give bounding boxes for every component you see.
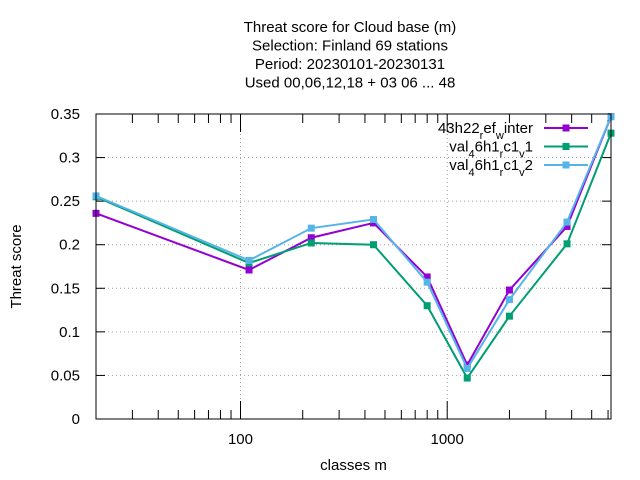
title-line-4: Used 00,06,12,18 + 03 06 ... 48 [245, 75, 456, 92]
data-point [307, 239, 315, 247]
y-tick-label: 0.1 [59, 324, 80, 341]
data-point [369, 215, 377, 223]
series-val_46h1_rc1_v1 [92, 129, 615, 382]
data-point [563, 218, 571, 226]
chart-title: Threat score for Cloud base (m) Selection… [244, 19, 457, 92]
y-tick-label: 0.05 [51, 367, 80, 384]
y-tick-label: 0.15 [51, 280, 80, 297]
y-tick-label: 0.3 [59, 150, 80, 167]
series-line [95, 116, 612, 368]
data-point [463, 374, 471, 382]
x-tick-label: 1000 [431, 431, 464, 448]
legend-label: val46h1rc1v2 [449, 157, 533, 179]
legend-label: 43h22refwinter [438, 120, 533, 142]
tick-labels: 0 0.05 0.1 0.15 0.2 0.25 0.3 0.35 100 1000 [51, 106, 464, 448]
y-tick-label: 0.25 [51, 193, 80, 210]
y-tick-label: 0.35 [51, 106, 80, 123]
y-tick-label: 0.2 [59, 237, 80, 254]
data-point [307, 224, 315, 232]
data-point [505, 286, 513, 294]
data-point [463, 364, 471, 372]
series-val_46h1_rc1_v2 [92, 113, 615, 372]
data-point [505, 296, 513, 304]
y-tick-label: 0 [72, 411, 80, 428]
x-tick-label: 100 [228, 431, 253, 448]
series-43h22_ref_winter [92, 113, 615, 369]
title-line-1: Threat score for Cloud base (m) [244, 19, 457, 36]
data-point [307, 234, 315, 242]
legend-item: val46h1rc1v2 [449, 157, 588, 179]
data-point [245, 256, 253, 264]
title-line-3: Period: 20230101-20230131 [255, 56, 445, 73]
legend-marker [562, 161, 570, 169]
series-line [95, 132, 612, 380]
data-point [369, 241, 377, 249]
plot-frame [95, 113, 612, 420]
y-axis-label: Threat score [8, 224, 25, 308]
data-point [563, 240, 571, 248]
series-group [92, 113, 615, 382]
data-point [423, 302, 431, 310]
data-point [245, 266, 253, 274]
data-point [423, 273, 431, 281]
legend-item: val46h1rc1v1 [449, 139, 588, 161]
data-point [423, 278, 431, 286]
x-axis-label: classes m [320, 457, 387, 474]
legend-marker [562, 124, 570, 132]
data-point [505, 312, 513, 320]
title-line-2: Selection: Finland 69 stations [252, 38, 448, 55]
legend-item: 43h22refwinter [438, 120, 588, 142]
legend-marker [562, 143, 570, 150]
legend-label: val46h1rc1v1 [449, 139, 533, 161]
data-point [563, 222, 571, 230]
